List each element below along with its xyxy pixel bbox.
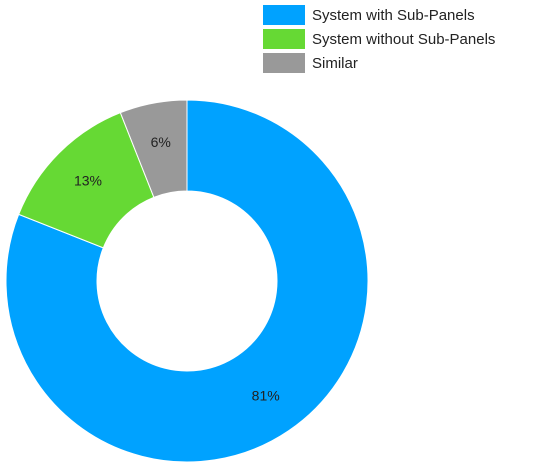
legend-swatch [263,29,305,49]
donut-slice [5,99,369,463]
legend-swatch [263,5,305,25]
data-label: 13% [74,173,102,189]
legend-label: System without Sub-Panels [312,31,495,48]
data-label: 6% [151,134,171,150]
data-label: 81% [252,387,280,403]
legend-swatch [263,53,305,73]
legend-label: Similar [312,55,358,72]
donut-slice [119,99,188,198]
legend-label: System with Sub-Panels [312,7,475,24]
